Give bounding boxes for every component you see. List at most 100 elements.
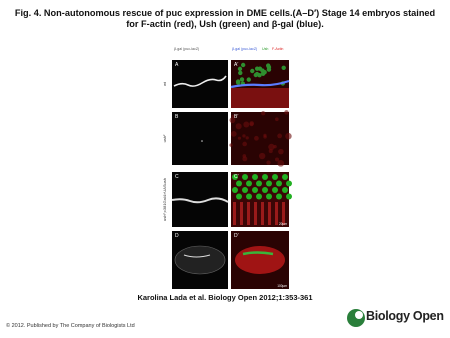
- cell: [240, 62, 246, 68]
- cell: [286, 193, 292, 200]
- panel-label: C: [175, 174, 179, 180]
- texture: [254, 135, 259, 141]
- texture: [242, 134, 246, 138]
- panel-label: B′: [234, 114, 238, 120]
- column-header: β-gal (puc-lacZ): [174, 47, 199, 51]
- stain: [171, 197, 229, 204]
- logo-icon-inner: [355, 311, 363, 319]
- cell: [256, 180, 262, 187]
- column-header: β-gal (puc-lacZ): [232, 47, 257, 51]
- copyright: © 2012. Published by The Company of Biol…: [6, 323, 135, 329]
- cell: [266, 180, 272, 187]
- slide-title: Fig. 4. Non-autonomous rescue of puc exp…: [14, 8, 436, 29]
- panel: [231, 172, 289, 227]
- citation: Karolina Lada et al. Biology Open 2012;1…: [137, 293, 313, 302]
- column-header: F-Actin: [272, 47, 283, 51]
- cell: [239, 77, 245, 82]
- cell: [238, 70, 243, 76]
- cell: [282, 187, 288, 193]
- cell: [242, 174, 248, 180]
- texture: [230, 130, 237, 137]
- texture: [235, 123, 242, 130]
- embryo: [235, 246, 285, 274]
- cell: [260, 68, 265, 73]
- cell: [253, 72, 259, 78]
- panel-label: C′: [234, 174, 239, 180]
- texture: [249, 122, 254, 127]
- texture: [284, 110, 289, 115]
- stripe: [261, 202, 264, 225]
- stripe: [233, 202, 236, 225]
- cell: [254, 66, 260, 71]
- logo-icon: [347, 309, 365, 327]
- stripe: [275, 202, 278, 225]
- cell: [281, 65, 286, 70]
- stain: [173, 75, 227, 87]
- stripe: [282, 202, 285, 225]
- cell: [235, 80, 241, 85]
- cell: [282, 174, 288, 180]
- texture: [274, 157, 280, 162]
- stain: [242, 251, 274, 256]
- texture: [237, 136, 242, 140]
- panel-label: D: [175, 233, 179, 239]
- texture: [229, 143, 233, 147]
- texture: [277, 133, 283, 139]
- panel-label: B: [175, 114, 179, 120]
- cell: [286, 180, 292, 187]
- stain: [183, 254, 211, 258]
- cell: [262, 187, 268, 193]
- stripe: [268, 202, 271, 225]
- row-label: wt: [162, 81, 167, 86]
- texture: [242, 154, 247, 158]
- panel-label: D′: [234, 233, 239, 239]
- column-header: Ush: [262, 47, 268, 51]
- scale-bar-label: 100µm: [277, 284, 287, 288]
- stain: [201, 140, 203, 142]
- stripe: [254, 202, 257, 225]
- texture: [242, 141, 247, 147]
- texture: [285, 132, 292, 140]
- cell: [276, 193, 282, 200]
- cell: [272, 187, 278, 193]
- texture: [275, 117, 279, 122]
- texture: [245, 136, 249, 140]
- embryo: [174, 245, 226, 275]
- texture: [231, 114, 235, 118]
- panel-label: A: [175, 62, 179, 68]
- cell: [252, 174, 258, 180]
- cell: [232, 174, 238, 180]
- cell: [246, 180, 252, 187]
- texture: [243, 121, 250, 128]
- texture: [278, 148, 284, 155]
- cell: [276, 180, 282, 187]
- stain: [230, 79, 290, 89]
- row-label: ush²;c381Gal4>UASush: [162, 178, 167, 221]
- texture: [263, 135, 267, 139]
- texture: [261, 111, 266, 116]
- row-label: ush²: [162, 134, 167, 142]
- journal-logo: Biology Open: [366, 309, 444, 323]
- panel: [172, 112, 228, 165]
- panel-label: A′: [234, 62, 238, 68]
- cell: [266, 67, 272, 72]
- cell: [232, 187, 238, 193]
- cell: [256, 193, 262, 200]
- cell: [236, 180, 242, 187]
- cell: [236, 193, 242, 200]
- cell: [262, 174, 268, 180]
- cell: [266, 193, 272, 200]
- cell: [246, 193, 252, 200]
- scale-bar-label: 20µm: [279, 222, 287, 226]
- texture: [266, 160, 271, 165]
- stripe: [247, 202, 250, 225]
- cell: [272, 174, 278, 180]
- stain: [231, 88, 289, 108]
- texture: [277, 159, 285, 167]
- cell: [237, 66, 243, 72]
- cell: [252, 187, 258, 193]
- stripe: [240, 202, 243, 225]
- texture: [229, 117, 236, 124]
